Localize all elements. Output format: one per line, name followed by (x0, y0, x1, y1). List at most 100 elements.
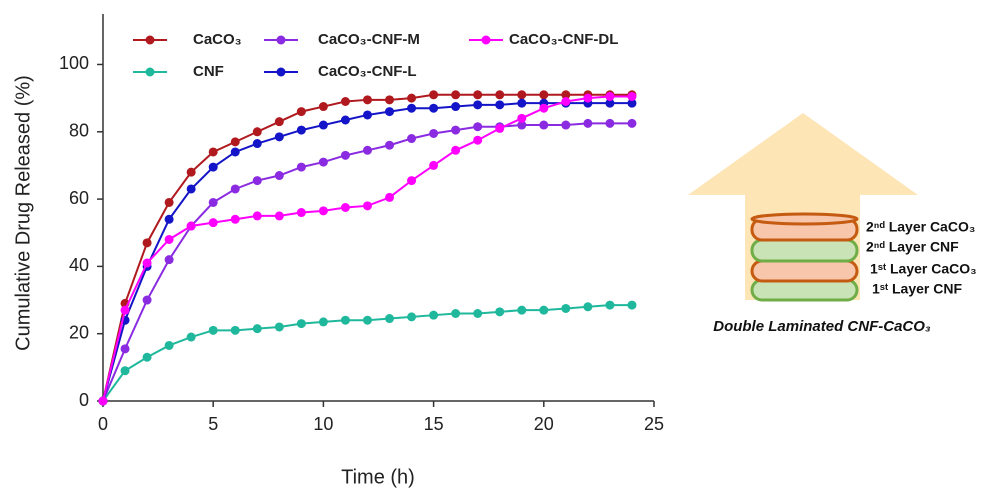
data-point (627, 300, 637, 310)
y-tick-label: 80 (69, 121, 89, 141)
data-point (473, 135, 483, 145)
data-point (252, 176, 262, 186)
layer-label: 1ˢᵗ Layer CaCO₃ (870, 261, 977, 277)
data-point (605, 98, 615, 108)
data-point (627, 118, 637, 128)
data-point (495, 307, 505, 317)
data-point (583, 302, 593, 312)
data-point (164, 255, 174, 265)
data-point (362, 110, 372, 120)
data-point (186, 184, 196, 194)
data-point (473, 90, 483, 100)
data-point (495, 100, 505, 110)
data-point (451, 145, 461, 155)
legend-marker (481, 35, 491, 45)
arrow (688, 113, 918, 300)
data-point (539, 90, 549, 100)
data-point (385, 95, 395, 105)
data-point (385, 192, 395, 202)
series-line (102, 95, 632, 402)
legend-item: CaCO₃-CNF-M (264, 31, 420, 48)
data-point (362, 95, 372, 105)
data-point (407, 93, 417, 103)
data-point (473, 122, 483, 132)
legend-item: CNF (133, 63, 224, 80)
data-point (142, 258, 152, 268)
data-point (627, 98, 637, 108)
data-point (517, 120, 527, 130)
layer-label: 2ⁿᵈ Layer CNF (866, 239, 959, 255)
data-point (230, 184, 240, 194)
caco3-top (750, 212, 859, 226)
legend-marker (276, 67, 286, 77)
x-tick-label: 5 (208, 414, 218, 434)
legend-label: CaCO₃-CNF-M (318, 31, 420, 48)
series-line (102, 93, 632, 402)
data-point (362, 145, 372, 155)
data-point (252, 139, 262, 149)
legend-label: CaCO₃-CNF-L (318, 63, 417, 80)
data-point (318, 157, 328, 167)
series (98, 118, 637, 406)
data-point (120, 366, 130, 376)
data-point (98, 396, 108, 406)
x-axis-title: Time (h) (341, 466, 415, 488)
data-point (274, 117, 284, 127)
data-point (561, 303, 571, 313)
data-point (230, 214, 240, 224)
data-point (407, 103, 417, 113)
data-point (296, 319, 306, 329)
layer-label: 1ˢᵗ Layer CNF (872, 281, 962, 297)
data-point (385, 107, 395, 117)
legend-marker (145, 35, 155, 45)
data-point (627, 91, 637, 101)
y-tick-label: 0 (79, 390, 89, 410)
diagram-caption: Double Laminated CNF-CaCO₃ (713, 318, 931, 335)
data-point (407, 312, 417, 322)
data-point (451, 90, 461, 100)
data-point (407, 134, 417, 144)
data-point (385, 314, 395, 324)
data-point (340, 96, 350, 106)
data-point (252, 211, 262, 221)
data-point (208, 162, 218, 172)
data-point (274, 322, 284, 332)
y-tick-label: 40 (69, 255, 89, 275)
data-point (296, 162, 306, 172)
series-line (102, 122, 632, 402)
data-point (274, 132, 284, 142)
y-axis-title: Cumulative Drug Released (%) (12, 75, 34, 351)
data-point (318, 102, 328, 112)
data-point (186, 332, 196, 342)
data-point (318, 120, 328, 130)
data-point (186, 221, 196, 231)
series (98, 90, 637, 406)
legend-item: CaCO₃ (133, 31, 242, 48)
data-point (517, 305, 527, 315)
data-point (561, 96, 571, 106)
data-point (495, 123, 505, 133)
data-point (252, 127, 262, 137)
data-point (517, 113, 527, 123)
x-tick-label: 10 (313, 414, 333, 434)
data-point (274, 171, 284, 181)
data-point (451, 125, 461, 135)
y-tick-label: 20 (69, 322, 89, 342)
data-point (362, 315, 372, 325)
data-point (561, 90, 571, 100)
data-point (340, 115, 350, 125)
data-point (517, 98, 527, 108)
data-point (473, 309, 483, 319)
data-point (340, 150, 350, 160)
data-point (208, 325, 218, 335)
data-point (473, 100, 483, 110)
data-point (296, 107, 306, 117)
data-point (583, 118, 593, 128)
data-point (517, 90, 527, 100)
legend-label: CaCO₃ (193, 31, 242, 48)
x-tick-label: 20 (534, 414, 554, 434)
diagram: 2ⁿᵈ Layer CaCO₃ 2ⁿᵈ Layer CNF 1ˢᵗ Layer … (688, 113, 977, 335)
cnf-layer (750, 278, 859, 302)
data-point (252, 324, 262, 334)
